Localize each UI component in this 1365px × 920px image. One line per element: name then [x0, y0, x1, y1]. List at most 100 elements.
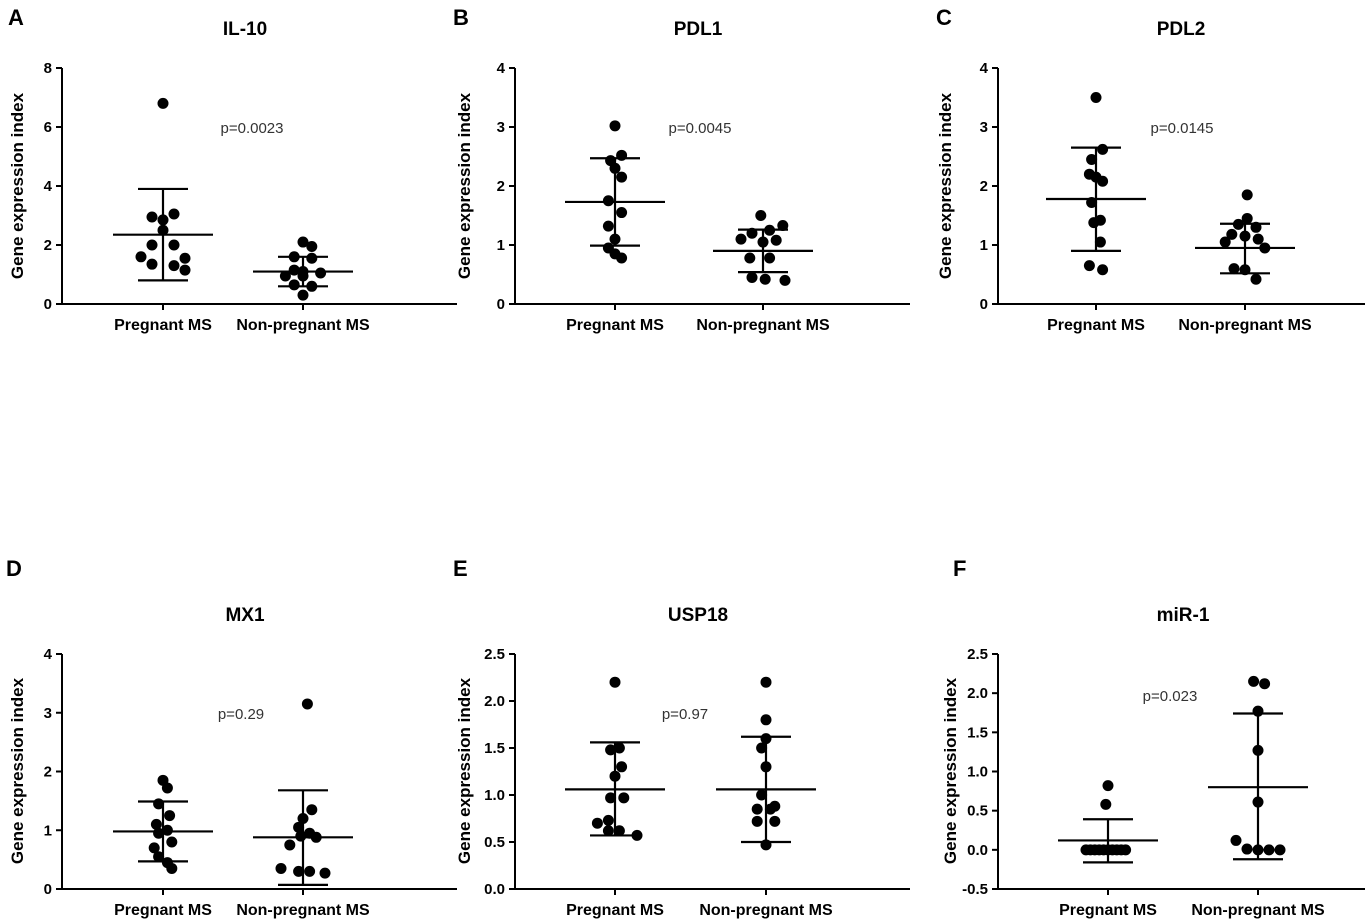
data-point	[1090, 92, 1102, 103]
data-point	[746, 227, 758, 239]
data-point	[166, 836, 178, 848]
y-tick-label: 1.0	[484, 787, 505, 804]
data-point	[1250, 221, 1262, 233]
data-point	[616, 171, 628, 183]
data-point	[616, 761, 628, 773]
data-point	[1252, 796, 1264, 808]
data-point	[295, 830, 307, 842]
data-point	[751, 803, 763, 815]
y-tick-label: 0	[497, 296, 505, 313]
data-point	[1100, 798, 1112, 810]
p-value-label: p=0.29	[218, 706, 264, 723]
data-point	[1086, 197, 1098, 209]
y-tick-label: 2.5	[484, 646, 505, 663]
data-point	[1274, 844, 1286, 856]
data-point	[1239, 230, 1251, 242]
y-tick-label: 0	[44, 881, 52, 898]
data-point	[613, 825, 625, 837]
p-value-label: p=0.0145	[1151, 120, 1214, 137]
data-point	[146, 239, 158, 251]
data-point	[602, 814, 614, 826]
data-point	[306, 280, 318, 292]
data-point	[616, 252, 628, 264]
data-point	[306, 252, 318, 264]
data-point	[161, 824, 173, 836]
data-point	[1228, 263, 1240, 275]
data-point	[1252, 744, 1264, 756]
data-point	[164, 810, 176, 822]
chart-panel-e: E USP18 Gene expression index 0.0 0.5 1.0 1.5 2…	[453, 556, 910, 919]
y-tick-label: 2.0	[484, 693, 505, 710]
data-point	[288, 251, 300, 263]
data-point	[602, 220, 614, 232]
data-point	[760, 676, 772, 688]
data-point	[319, 867, 331, 879]
panel-letter: F	[953, 556, 966, 581]
data-point	[746, 271, 758, 283]
data-point	[760, 714, 772, 726]
data-point	[755, 210, 767, 221]
chart-title: IL-10	[223, 19, 267, 40]
data-point	[757, 236, 769, 248]
y-tick-label: 2	[44, 764, 52, 781]
data-point	[602, 825, 614, 837]
y-axis-label: Gene expression index	[936, 92, 955, 279]
data-point	[161, 782, 173, 794]
x-category-label: Pregnant MS	[114, 902, 212, 919]
data-point	[304, 865, 316, 877]
y-axis-label: Gene expression index	[8, 92, 27, 279]
data-point	[609, 120, 621, 132]
data-point	[618, 792, 630, 804]
p-value-label: p=0.0023	[221, 120, 284, 137]
data-point	[609, 162, 621, 174]
data-point	[153, 798, 165, 810]
data-point	[1252, 233, 1264, 245]
data-point	[310, 831, 322, 843]
data-point	[1094, 236, 1106, 248]
y-tick-label: 0.5	[484, 834, 505, 851]
x-category-label: Pregnant MS	[114, 317, 212, 334]
y-tick-label: 2	[44, 237, 52, 254]
y-tick-label: 1.0	[967, 764, 988, 781]
data-point	[1219, 236, 1231, 248]
data-point	[179, 264, 191, 276]
data-point	[756, 742, 768, 754]
data-point	[1226, 228, 1238, 240]
y-tick-label: 0.5	[967, 803, 988, 820]
data-point	[150, 818, 162, 830]
data-point	[1239, 264, 1251, 276]
y-tick-label: 4	[44, 178, 53, 195]
data-point	[764, 803, 776, 815]
data-point	[605, 744, 617, 756]
data-point	[770, 234, 782, 246]
data-point	[1241, 212, 1253, 224]
p-value-label: p=0.0045	[669, 120, 732, 137]
data-point	[751, 815, 763, 827]
panel-letter: C	[936, 5, 952, 30]
x-category-label: Pregnant MS	[566, 902, 664, 919]
data-point	[279, 270, 291, 282]
chart-panel-a: A IL-10 Gene expression index 0 2 4 6 8 Pregnant…	[8, 5, 457, 334]
data-point	[631, 829, 643, 841]
y-tick-label: 0	[980, 296, 988, 313]
y-tick-label: 2.0	[967, 685, 988, 702]
y-tick-label: 3	[44, 705, 52, 722]
data-point	[297, 236, 309, 248]
y-tick-label: 2.5	[967, 646, 988, 663]
chart-title: PDL2	[1157, 19, 1206, 40]
x-category-label: Non-pregnant MS	[1178, 317, 1312, 334]
data-point	[1259, 678, 1271, 690]
chart-panel-b: B PDL1 Gene expression index 0 1 2 3 4 Pregnant …	[453, 5, 910, 334]
y-tick-label: 1	[44, 822, 52, 839]
x-category-label: Non-pregnant MS	[236, 317, 370, 334]
chart-panel-c: C PDL2 Gene expression index 0 1 2 3 4 Pregnant …	[936, 5, 1365, 334]
data-point	[301, 698, 313, 710]
y-tick-label: 1.5	[967, 724, 988, 741]
data-point	[146, 211, 158, 223]
data-point	[759, 273, 771, 285]
data-point	[168, 239, 180, 251]
x-category-label: Pregnant MS	[1059, 902, 1157, 919]
data-point	[756, 789, 768, 801]
y-tick-label: 3	[497, 119, 505, 136]
